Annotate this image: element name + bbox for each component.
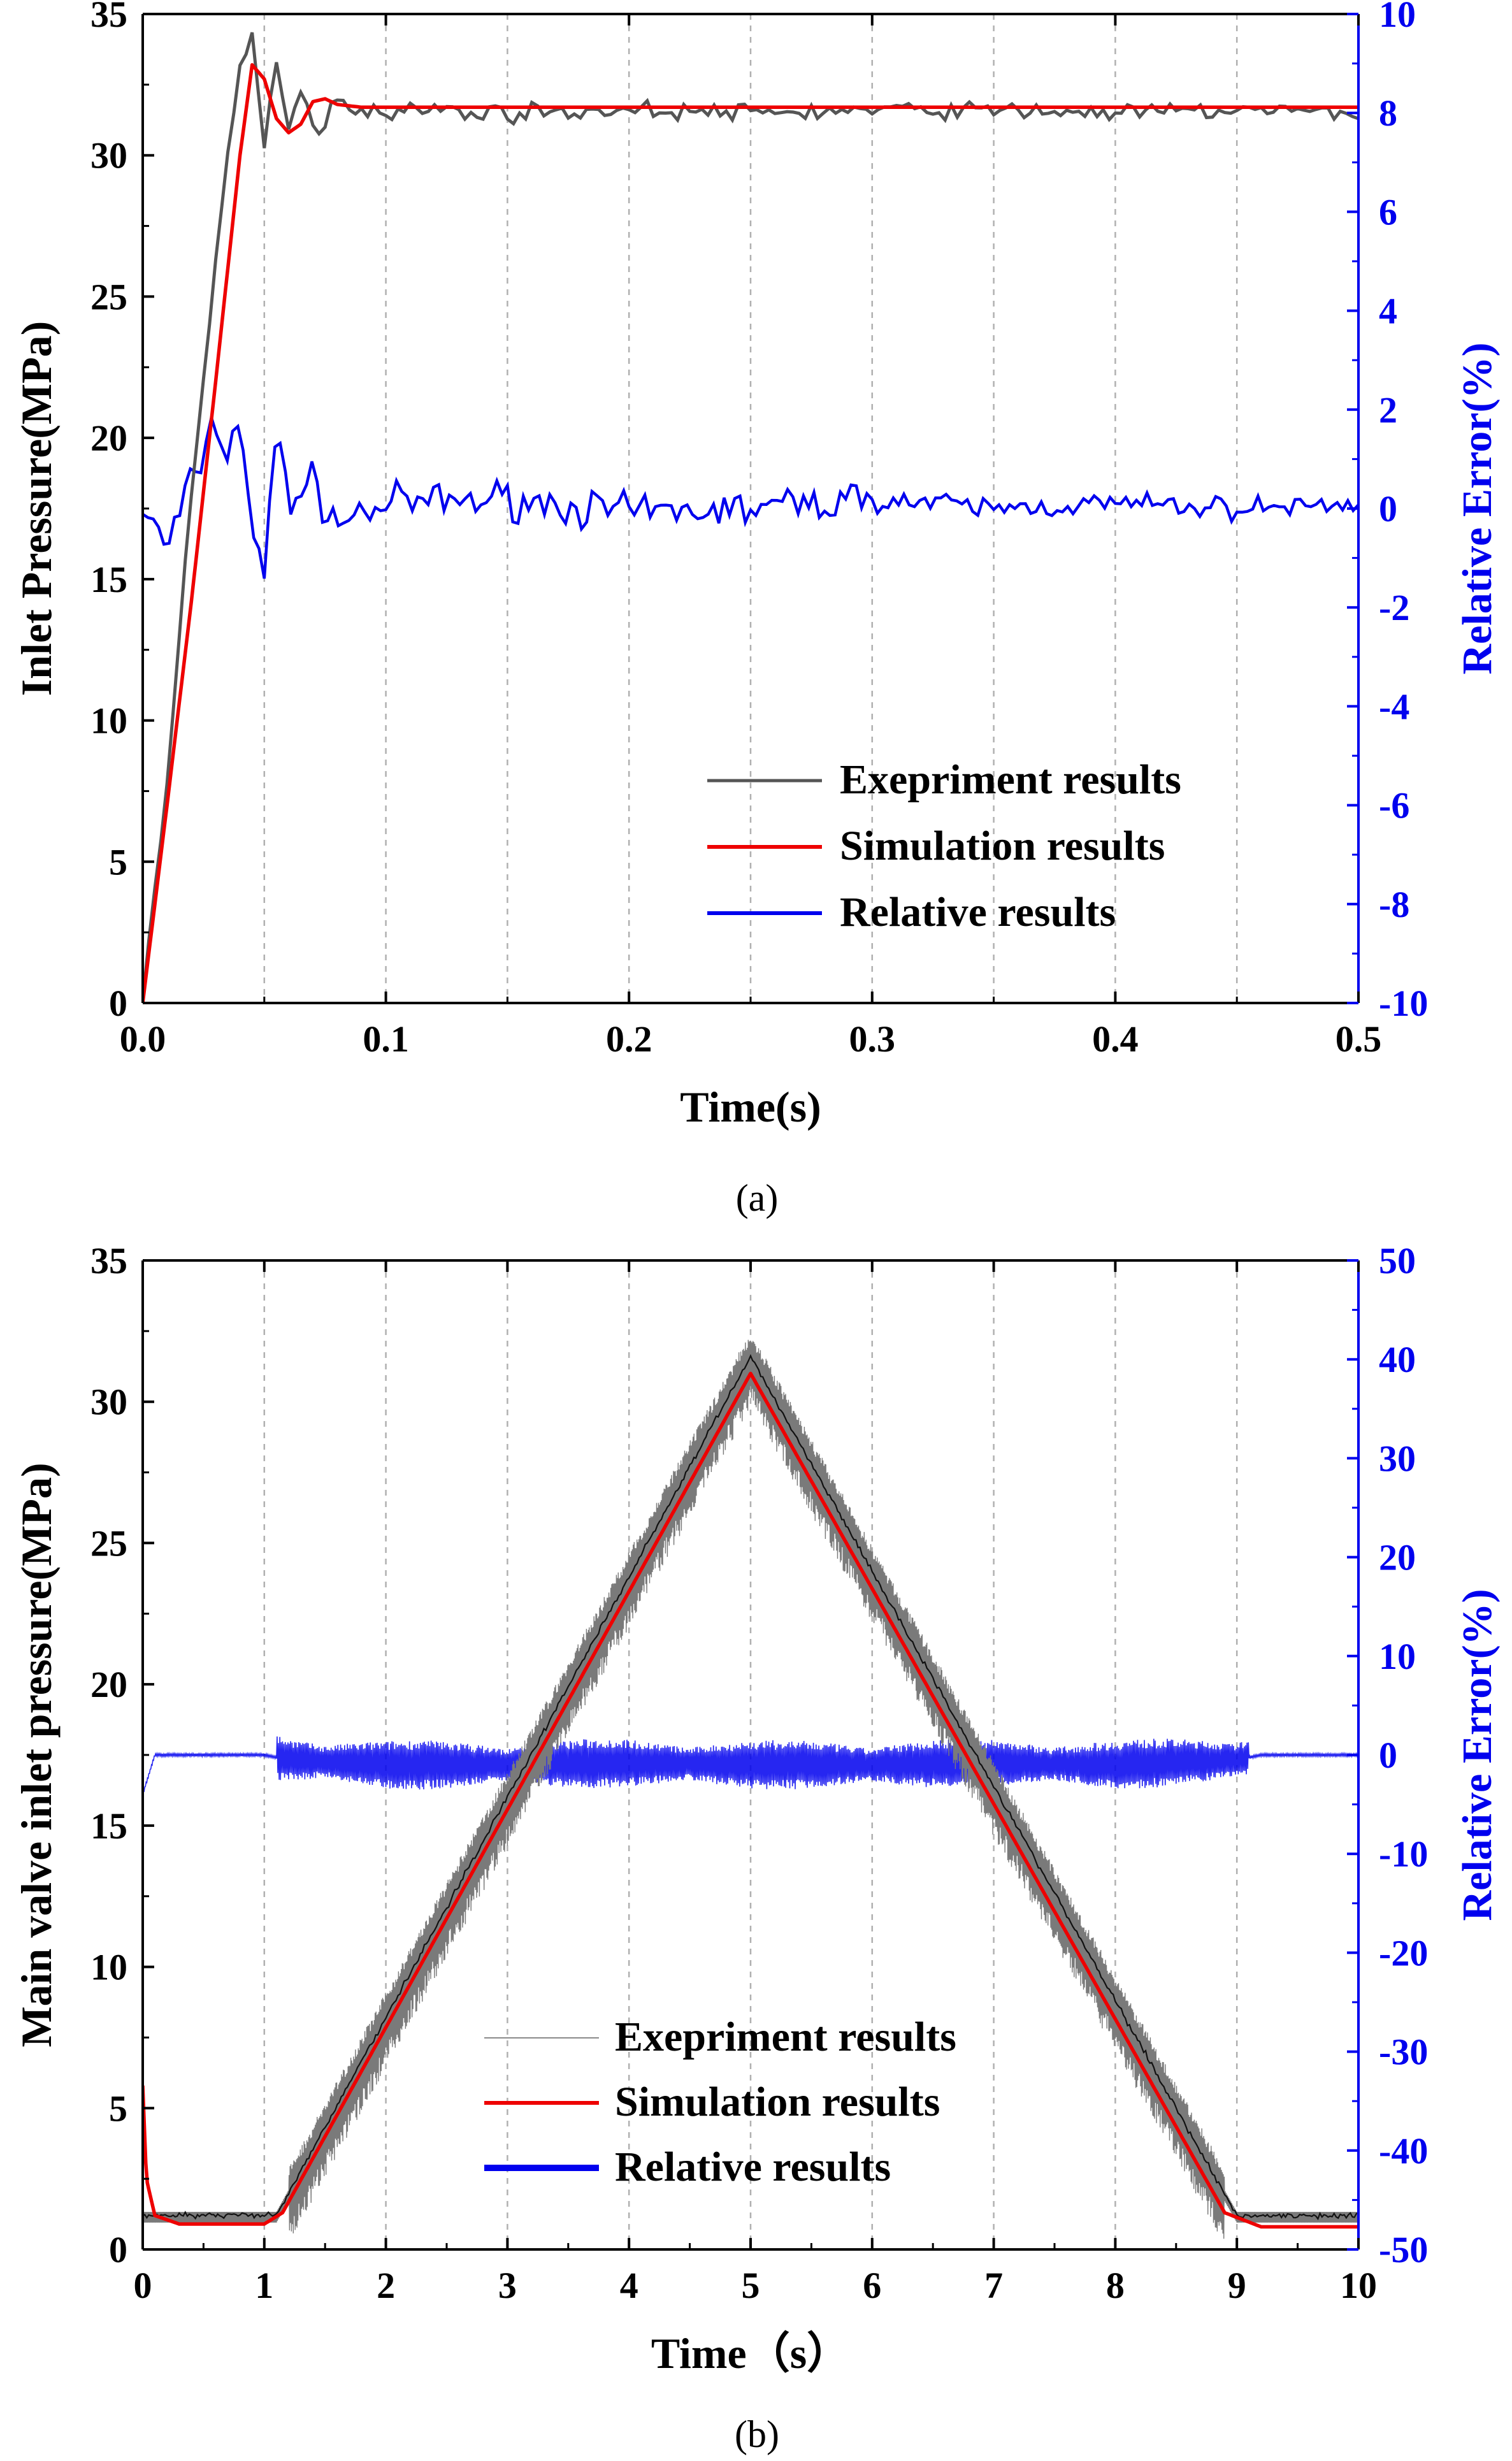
y-tick-label: 10 xyxy=(90,700,127,742)
y2-tick-label: 4 xyxy=(1379,291,1397,332)
y-tick-label: 5 xyxy=(109,2088,127,2129)
x-tick-label: 0 xyxy=(134,2265,152,2306)
x-tick-label: 5 xyxy=(742,2265,760,2306)
chart-panel-a: 0.0 0.1 0.2 0.3 0.4 0.505101520253035-10-8-6-… xyxy=(12,0,1501,1219)
y2-tick-label: 50 xyxy=(1379,1240,1416,1281)
panel-caption: (a) xyxy=(736,1177,779,1219)
series-experiment xyxy=(143,32,1358,1002)
y2-tick-label: 6 xyxy=(1379,191,1397,233)
y2-tick-label: 10 xyxy=(1379,0,1416,35)
y2-tick-label: -8 xyxy=(1379,884,1409,925)
y2-tick-label: -6 xyxy=(1379,785,1409,826)
y2-tick-label: 40 xyxy=(1379,1339,1416,1380)
x-tick-label: 1 xyxy=(255,2265,273,2306)
series-simulation xyxy=(143,63,1358,1003)
y-tick-label: 30 xyxy=(90,135,127,177)
y-tick-label: 0 xyxy=(109,2229,127,2270)
y2-axis-label: Relative Error(%) xyxy=(1454,1589,1501,1921)
y-tick-label: 35 xyxy=(90,1240,127,1281)
legend-label: Exepriment results xyxy=(840,756,1181,803)
x-tick-label: 9 xyxy=(1228,2265,1246,2306)
x-tick-label: 0.0 xyxy=(120,1018,166,1060)
series-relative xyxy=(143,412,1358,579)
y2-tick-label: -20 xyxy=(1379,1932,1428,1974)
y2-tick-label: -30 xyxy=(1379,2032,1428,2073)
series-experiment xyxy=(143,1339,1358,2239)
x-tick-label: 3 xyxy=(498,2265,517,2306)
y2-tick-label: -10 xyxy=(1379,1833,1428,1875)
y2-tick-label: 8 xyxy=(1379,92,1397,134)
x-tick-label: 0.1 xyxy=(363,1018,409,1060)
panel-caption: (b) xyxy=(735,2413,779,2455)
y2-tick-label: -10 xyxy=(1379,983,1428,1024)
y-axis-label: Inlet Pressure(MPa) xyxy=(12,321,61,696)
y-tick-label: 20 xyxy=(90,1664,127,1705)
y-tick-label: 0 xyxy=(109,983,127,1024)
x-tick-label: 2 xyxy=(377,2265,395,2306)
x-axis-label: Time(s) xyxy=(680,1083,821,1131)
x-tick-label: 8 xyxy=(1106,2265,1125,2306)
legend-label: Simulation results xyxy=(615,2079,940,2125)
y-tick-label: 15 xyxy=(90,559,127,600)
y2-tick-label: 2 xyxy=(1379,389,1397,431)
x-tick-label: 10 xyxy=(1340,2265,1377,2306)
y2-tick-label: -50 xyxy=(1379,2229,1428,2270)
series-simulation xyxy=(143,1371,1358,2229)
x-axis-label: Time（s） xyxy=(651,2329,850,2378)
y-tick-label: 10 xyxy=(90,1947,127,1988)
y2-tick-label: 0 xyxy=(1379,1735,1397,1776)
x-tick-label: 0.3 xyxy=(849,1018,896,1060)
y2-tick-label: 30 xyxy=(1379,1438,1416,1479)
legend-label: Relative results xyxy=(615,2144,891,2190)
y2-tick-label: -4 xyxy=(1379,686,1409,727)
y2-tick-label: -40 xyxy=(1379,2130,1428,2172)
x-tick-label: 6 xyxy=(863,2265,881,2306)
y-tick-label: 35 xyxy=(90,0,127,35)
y2-tick-label: 20 xyxy=(1379,1537,1416,1578)
x-tick-label: 0.4 xyxy=(1092,1018,1139,1060)
x-tick-label: 7 xyxy=(984,2265,1003,2306)
y2-tick-label: 0 xyxy=(1379,488,1397,530)
y-axis-label: Main valve inlet pressure(MPa) xyxy=(12,1462,61,2047)
chart-panel-b: 0 1 2 3 4 5 6 7 8 9 10 0 5 10 15 20 25 30 35 -50 -40 -30 -20 -1… xyxy=(12,1240,1501,2455)
y-tick-label: 15 xyxy=(90,1805,127,1847)
y-tick-label: 5 xyxy=(109,841,127,883)
plot-area xyxy=(143,1339,1358,2239)
y-tick-label: 30 xyxy=(90,1382,127,1423)
plot-area xyxy=(143,32,1358,1003)
y-tick-label: 20 xyxy=(90,417,127,459)
y2-tick-label: 10 xyxy=(1379,1636,1416,1677)
legend-label: Exepriment results xyxy=(615,2014,956,2060)
y2-axis-label: Relative Error(%) xyxy=(1454,342,1501,674)
series-relative xyxy=(143,1736,1358,1796)
x-tick-label: 4 xyxy=(620,2265,638,2306)
legend-label: Relative results xyxy=(840,889,1116,935)
y-tick-label: 25 xyxy=(90,1522,127,1564)
x-tick-label: 0.5 xyxy=(1336,1018,1382,1060)
x-tick-label: 0.2 xyxy=(606,1018,652,1060)
y2-tick-label: -2 xyxy=(1379,587,1409,628)
series-experiment-mean xyxy=(143,1353,1358,2221)
y-tick-label: 25 xyxy=(90,276,127,317)
legend-label: Simulation results xyxy=(840,823,1165,869)
